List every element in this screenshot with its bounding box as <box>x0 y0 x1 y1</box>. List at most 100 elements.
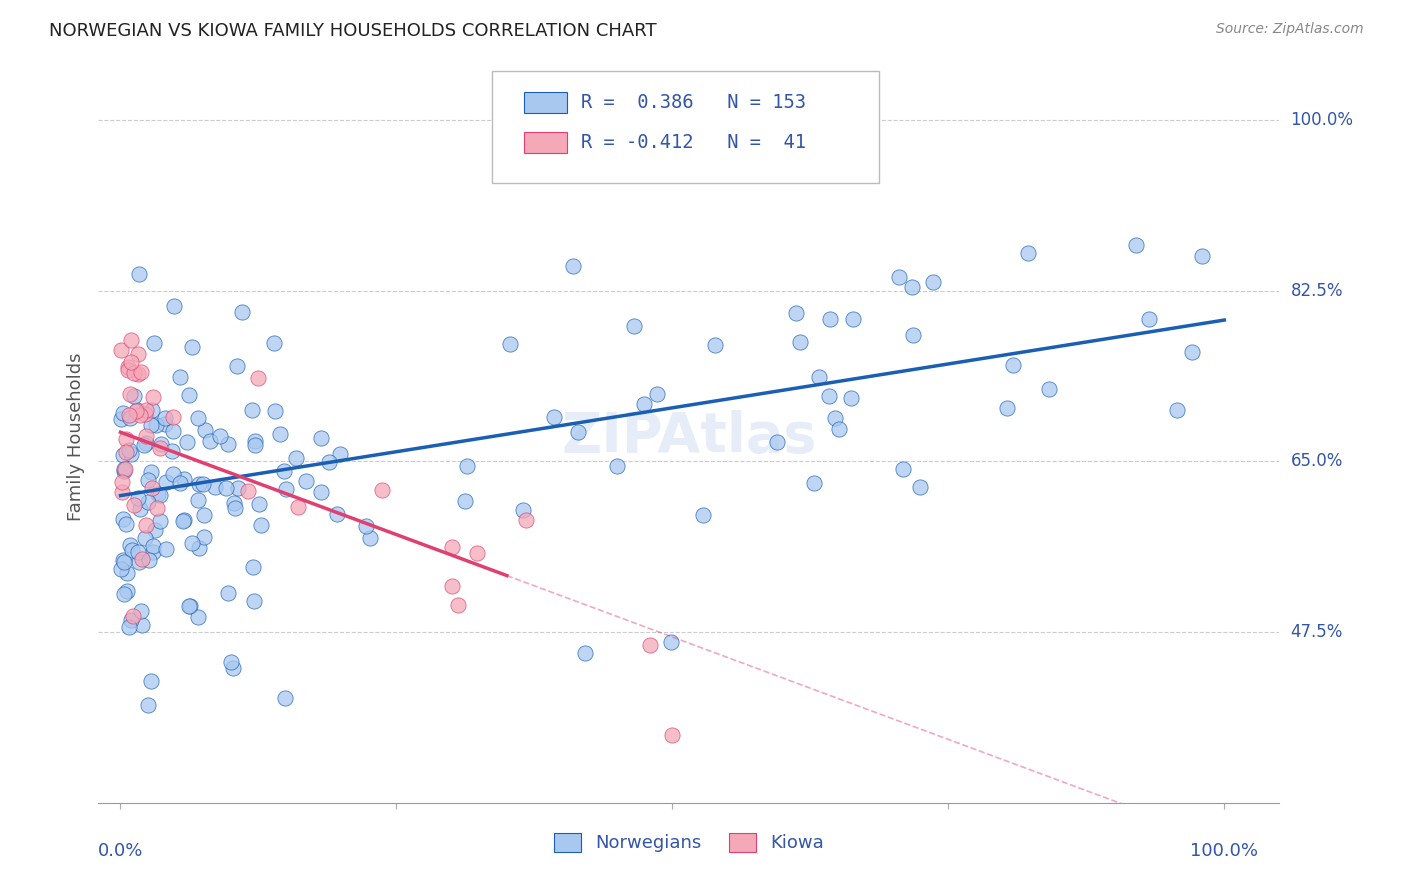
Point <box>191 476 214 491</box>
Point <box>111 406 134 420</box>
Point <box>142 539 165 553</box>
Point <box>224 501 246 516</box>
Point <box>901 280 924 294</box>
Point <box>162 424 184 438</box>
Point <box>247 497 270 511</box>
Point <box>131 552 153 566</box>
Text: 65.0%: 65.0% <box>1291 452 1343 470</box>
Point <box>236 484 259 499</box>
Point <box>136 698 159 713</box>
Point <box>136 473 159 487</box>
Point <box>149 442 172 456</box>
Point <box>515 513 537 527</box>
Point <box>908 480 931 494</box>
Point <box>284 450 307 465</box>
Point <box>231 305 253 319</box>
Point <box>176 434 198 449</box>
Point <box>274 482 297 496</box>
Text: NORWEGIAN VS KIOWA FAMILY HOUSEHOLDS CORRELATION CHART: NORWEGIAN VS KIOWA FAMILY HOUSEHOLDS COR… <box>49 22 657 40</box>
Point <box>135 517 157 532</box>
Text: R = -0.412   N =  41: R = -0.412 N = 41 <box>581 133 806 153</box>
Point <box>120 538 142 552</box>
Point <box>263 336 285 351</box>
Point <box>125 402 148 417</box>
Point <box>118 408 141 422</box>
Point <box>163 299 186 313</box>
Point <box>141 674 163 689</box>
Point <box>219 655 242 669</box>
Point <box>1038 382 1060 396</box>
Point <box>120 613 142 627</box>
Point <box>215 481 238 495</box>
Point <box>111 475 134 490</box>
Point <box>121 543 143 558</box>
Point <box>122 389 145 403</box>
Point <box>785 306 807 320</box>
Point <box>111 512 134 526</box>
Point <box>453 494 475 508</box>
Text: 0.0%: 0.0% <box>98 842 143 860</box>
Point <box>807 369 830 384</box>
Point <box>217 586 239 600</box>
Point <box>512 502 534 516</box>
Point <box>204 480 226 494</box>
Point <box>169 475 191 490</box>
Point <box>188 477 211 491</box>
Point <box>149 514 172 528</box>
Point <box>661 728 683 742</box>
Point <box>326 508 349 522</box>
Point <box>112 587 135 601</box>
Point <box>841 312 863 326</box>
Point <box>122 609 145 624</box>
Point <box>118 620 141 634</box>
Point <box>224 496 246 510</box>
Text: 100.0%: 100.0% <box>1291 112 1354 129</box>
Point <box>155 542 177 557</box>
Point <box>193 530 215 544</box>
Point <box>264 404 287 418</box>
Text: ZIPAtlas: ZIPAtlas <box>561 410 817 464</box>
Point <box>141 481 163 495</box>
Point <box>193 508 215 523</box>
Point <box>129 365 152 379</box>
Point <box>543 409 565 424</box>
Point <box>112 553 135 567</box>
Point <box>645 387 668 401</box>
Point <box>135 402 157 417</box>
Point <box>142 335 165 350</box>
Point <box>269 426 291 441</box>
Point <box>141 465 163 479</box>
Y-axis label: Family Households: Family Households <box>66 353 84 521</box>
Point <box>115 432 138 446</box>
Point <box>921 275 943 289</box>
Point <box>162 410 184 425</box>
Point <box>111 448 134 462</box>
Point <box>222 660 245 674</box>
Point <box>243 594 266 608</box>
Point <box>194 423 217 437</box>
Point <box>187 610 209 624</box>
Legend: Norwegians, Kiowa: Norwegians, Kiowa <box>547 826 831 860</box>
Point <box>818 389 841 403</box>
Point <box>120 355 142 369</box>
Point <box>623 319 645 334</box>
Point <box>309 431 332 445</box>
Point <box>142 390 165 404</box>
Point <box>1002 359 1025 373</box>
Point <box>371 483 394 497</box>
Point <box>1125 238 1147 252</box>
Point <box>146 501 169 516</box>
Point <box>359 531 381 545</box>
Point <box>131 617 153 632</box>
Point <box>456 459 478 474</box>
Point <box>118 442 141 457</box>
Text: 47.5%: 47.5% <box>1291 624 1343 641</box>
Point <box>120 447 142 461</box>
Point <box>118 411 141 425</box>
Point <box>273 464 295 478</box>
Text: R =  0.386   N = 153: R = 0.386 N = 153 <box>581 93 806 112</box>
Point <box>226 481 249 495</box>
Text: 100.0%: 100.0% <box>1191 842 1258 860</box>
Point <box>703 337 725 351</box>
Point <box>887 270 910 285</box>
